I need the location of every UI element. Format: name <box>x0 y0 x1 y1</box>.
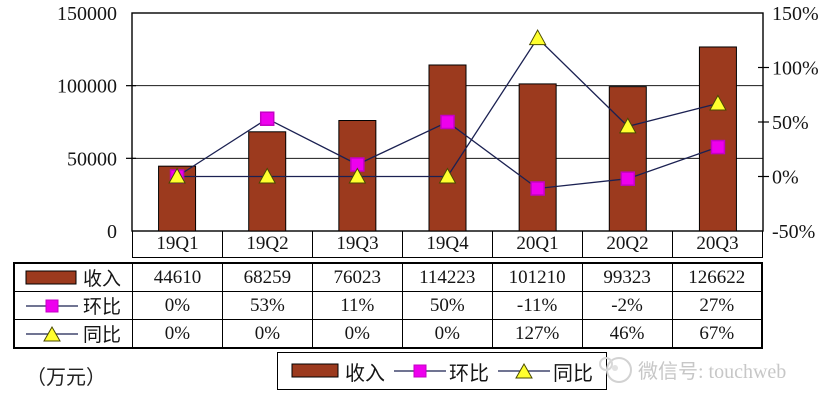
table-cell-环比-19Q4: 50% <box>401 291 493 320</box>
yoy-marker-19Q2 <box>258 167 277 184</box>
qoq-row-label: 环比 <box>83 297 122 318</box>
table-cell-收入-19Q1: 44610 <box>132 262 223 292</box>
table-cell-环比-20Q3: 27% <box>671 291 763 320</box>
table-cell-收入-19Q4: 114223 <box>401 262 493 292</box>
unit-label: （万元） <box>26 367 106 389</box>
table-cell-收入-20Q3: 126622 <box>671 262 763 292</box>
data-table: 收入 44610 68259 76023 114223 101210 99323 12662… <box>13 262 763 349</box>
left-axis-tick-label: 0 <box>107 221 117 243</box>
yoy-marker-20Q2 <box>618 117 637 134</box>
revenue-row: 收入 44610 68259 76023 114223 101210 99323 12662… <box>13 262 763 292</box>
table-cell-同比-20Q1: 127% <box>491 319 583 349</box>
revenue-row-label: 收入 <box>83 269 122 290</box>
right-axis-tick-label: 150% <box>772 3 819 25</box>
legend-item-revenue: 收入 <box>291 357 385 386</box>
table-cell-环比-20Q1: -11% <box>491 291 583 320</box>
qoq-marker-icon <box>26 299 78 312</box>
table-cell-收入-19Q3: 76023 <box>311 262 403 292</box>
category-label-19Q1: 19Q1 <box>133 231 223 257</box>
left-axis-tick-label: 150000 <box>57 3 117 25</box>
yoy-key-cell: 同比 <box>13 319 133 349</box>
table-cell-收入-20Q1: 101210 <box>491 262 583 292</box>
watermark: 微信号: touchweb <box>596 348 786 390</box>
right-axis-tick-label: -50% <box>772 221 815 243</box>
table-cell-收入-19Q2: 68259 <box>221 262 313 292</box>
watermark-text: 微信号: touchweb <box>638 360 787 383</box>
watermark-logo-icon <box>599 357 632 383</box>
qoq-key-cell: 环比 <box>13 291 133 320</box>
qoq-marker-20Q2 <box>620 171 636 186</box>
yoy-row: 同比 0% 0% 0% 0% 127% 46% 67% <box>13 319 763 349</box>
legend-revenue-swatch-icon <box>291 363 339 378</box>
qoq-row: 环比 0% 53% 11% 50% -11% -2% 27% <box>13 291 763 320</box>
category-label-19Q2: 19Q2 <box>223 231 313 257</box>
table-cell-环比-19Q3: 11% <box>311 291 403 320</box>
yoy-marker-20Q3 <box>709 94 727 111</box>
legend-yoy-marker-icon <box>498 362 550 379</box>
legend-item-yoy: 同比 <box>497 357 593 386</box>
chart-legend: 收入 环比 同比 <box>277 352 607 390</box>
right-axis-tick-label: 0% <box>772 167 799 189</box>
yoy-marker-icon <box>26 325 78 341</box>
revenue-swatch-icon <box>25 270 77 284</box>
combo-chart-plot: 150000 100000 50000 0 150% 100% 50% 0% -50% <box>57 3 819 243</box>
right-axis-tick-label: 100% <box>772 58 819 80</box>
yoy-row-label: 同比 <box>83 325 122 346</box>
left-axis-tick-label: 50000 <box>67 148 117 170</box>
revenue-key-cell: 收入 <box>13 262 133 292</box>
category-label-20Q2: 20Q2 <box>583 231 673 257</box>
table-cell-环比-19Q2: 53% <box>221 291 313 320</box>
legend-yoy-label: 同比 <box>553 362 593 385</box>
table-cell-收入-20Q2: 99323 <box>581 262 673 292</box>
bar-19Q4 <box>428 64 467 232</box>
legend-revenue-label: 收入 <box>345 362 385 385</box>
category-label-19Q3: 19Q3 <box>313 231 403 257</box>
table-cell-环比-19Q1: 0% <box>132 291 223 320</box>
yoy-marker-19Q3 <box>348 167 367 184</box>
yoy-marker-19Q4 <box>438 167 457 184</box>
table-cell-环比-20Q2: -2% <box>581 291 673 320</box>
legend-qoq-marker-icon <box>394 364 446 378</box>
left-axis-tick-label: 100000 <box>57 76 117 98</box>
category-axis-row: 19Q1 19Q2 19Q3 19Q4 20Q1 20Q2 20Q3 <box>132 231 763 258</box>
table-cell-同比-19Q1: 0% <box>132 319 223 349</box>
right-axis-tick-label: 50% <box>772 112 809 134</box>
qoq-marker-19Q2 <box>259 111 275 126</box>
qoq-marker-20Q3 <box>710 139 726 155</box>
bar-20Q3 <box>698 46 737 232</box>
yoy-marker-19Q1 <box>168 167 186 184</box>
qoq-marker-19Q4 <box>440 114 455 130</box>
table-cell-同比-19Q4: 0% <box>401 319 493 349</box>
category-label-19Q4: 19Q4 <box>403 231 493 257</box>
category-label-20Q1: 20Q1 <box>493 231 583 257</box>
bar-19Q2 <box>248 131 287 232</box>
legend-qoq-label: 环比 <box>449 362 489 385</box>
table-cell-同比-19Q3: 0% <box>311 319 403 349</box>
category-label-20Q3: 20Q3 <box>696 233 739 254</box>
table-cell-同比-20Q2: 46% <box>581 319 673 349</box>
qoq-marker-20Q1 <box>530 181 545 196</box>
bar-20Q2 <box>608 86 647 232</box>
bar-20Q1 <box>518 83 557 232</box>
yoy-marker-20Q1 <box>528 29 547 46</box>
table-cell-同比-19Q2: 0% <box>221 319 313 349</box>
table-cell-同比-20Q3: 67% <box>671 319 763 349</box>
legend-item-qoq: 环比 <box>393 357 489 386</box>
